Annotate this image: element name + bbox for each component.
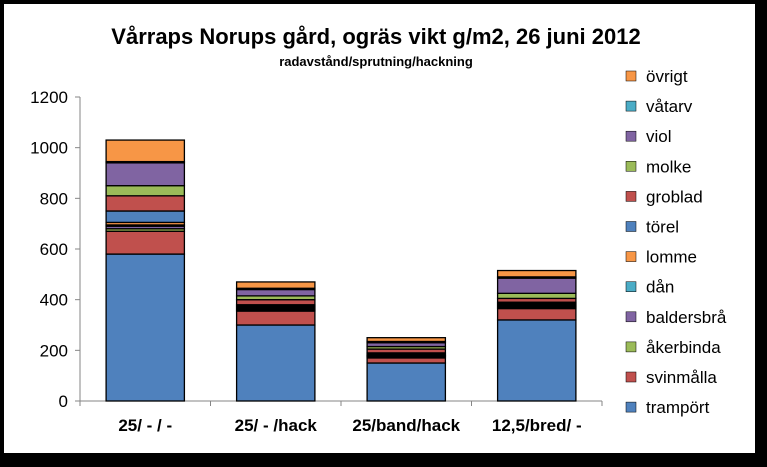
legend-label: törel <box>646 218 679 237</box>
legend-swatch <box>625 70 637 82</box>
legend-item[interactable]: groblad <box>625 187 703 206</box>
legend-item[interactable]: viol <box>625 127 672 146</box>
legend-label: svinmålla <box>646 368 717 387</box>
x-category-label: 25/ - / - <box>118 416 172 435</box>
legend-swatch <box>625 130 637 142</box>
bar-segment-viol[interactable] <box>105 162 186 187</box>
chart-title: Vårraps Norups gård, ogräs vikt g/m2, 26… <box>111 24 640 49</box>
legend-swatch <box>625 341 637 353</box>
plot-area: 0 200 400 600 800 1000 1200 25/ - / - 25/ - /hac… <box>30 88 603 435</box>
legend-item[interactable]: våtarv <box>625 97 693 116</box>
bar-segment-svinmålla[interactable] <box>496 307 577 321</box>
bar-segment-törel[interactable] <box>105 210 186 224</box>
legend-label: groblad <box>646 187 703 206</box>
bar-segment-trampört[interactable] <box>235 324 316 402</box>
bar-segment-övrigt[interactable] <box>496 269 577 278</box>
legend-item[interactable]: törel <box>625 218 679 237</box>
bar-segment-övrigt[interactable] <box>366 337 447 343</box>
legend-swatch <box>625 401 637 413</box>
y-tick-label: 0 <box>59 392 68 411</box>
x-category-label: 12,5/bred/ - <box>492 416 582 435</box>
bar-segment-viol[interactable] <box>235 288 316 297</box>
bar-segment-groblad[interactable] <box>235 299 316 306</box>
legend-label: åkerbinda <box>646 338 721 357</box>
legend-label: dån <box>646 278 674 297</box>
legend-swatch <box>625 100 637 112</box>
x-category-label: 25/band/hack <box>352 416 460 435</box>
legend-label: baldersbrå <box>646 308 727 327</box>
bar-segment-övrigt[interactable] <box>235 281 316 289</box>
bar-stack <box>496 269 577 402</box>
bar-segment-molke[interactable] <box>496 292 577 300</box>
legend-item[interactable]: trampört <box>625 398 710 417</box>
y-tick-label: 600 <box>40 240 68 259</box>
legend-swatch <box>625 281 637 292</box>
bar-segment-groblad[interactable] <box>105 195 186 212</box>
legend-label: övrigt <box>646 67 688 86</box>
y-tick-label: 400 <box>40 291 68 310</box>
y-tick-label: 1200 <box>30 88 68 107</box>
legend-item[interactable]: dån <box>625 278 674 297</box>
legend-swatch <box>625 221 637 232</box>
legend-item[interactable]: baldersbrå <box>625 308 727 327</box>
bar-stack <box>235 281 316 402</box>
bar-segment-viol[interactable] <box>496 277 577 294</box>
bar-segment-svinmålla[interactable] <box>235 310 316 326</box>
bar-stack <box>105 139 186 402</box>
legend-item[interactable]: molke <box>625 157 691 176</box>
bar-stack <box>366 337 447 402</box>
bar-segment-trampört[interactable] <box>366 362 447 402</box>
bar-segment-svinmålla[interactable] <box>366 357 447 364</box>
legend-item[interactable]: övrigt <box>625 67 688 86</box>
x-category-label: 25/ - /hack <box>235 416 318 435</box>
legend-swatch <box>625 161 637 172</box>
legend-label: trampört <box>646 398 710 417</box>
bar-segment-trampört[interactable] <box>496 319 577 402</box>
legend-label: molke <box>646 157 691 176</box>
bar-segment-svinmålla[interactable] <box>105 230 186 255</box>
legend-swatch <box>625 311 637 323</box>
bar-segment-övrigt[interactable] <box>105 139 186 163</box>
legend-swatch <box>625 191 637 202</box>
legend-label: våtarv <box>646 97 693 116</box>
chart: Vårraps Norups gård, ogräs vikt g/m2, 26… <box>30 24 727 435</box>
legend-item[interactable]: lomme <box>625 248 697 267</box>
legend-label: viol <box>646 127 672 146</box>
y-tick-label: 800 <box>40 189 68 208</box>
legend-item[interactable]: svinmålla <box>625 368 717 387</box>
y-tick-label: 200 <box>40 341 68 360</box>
chart-frame: Vårraps Norups gård, ogräs vikt g/m2, 26… <box>4 4 755 453</box>
bar-segment-trampört[interactable] <box>105 253 186 402</box>
legend-swatch <box>625 371 637 383</box>
legend-item[interactable]: åkerbinda <box>625 338 721 357</box>
legend-swatch <box>625 251 637 262</box>
bar-segment-molke[interactable] <box>105 185 186 197</box>
legend-label: lomme <box>646 248 697 267</box>
legend: övrigt våtarv viol molke groblad törel lomme då… <box>625 67 727 417</box>
y-tick-label: 1000 <box>30 139 68 158</box>
chart-subtitle: radavstånd/sprutning/hackning <box>279 54 473 69</box>
